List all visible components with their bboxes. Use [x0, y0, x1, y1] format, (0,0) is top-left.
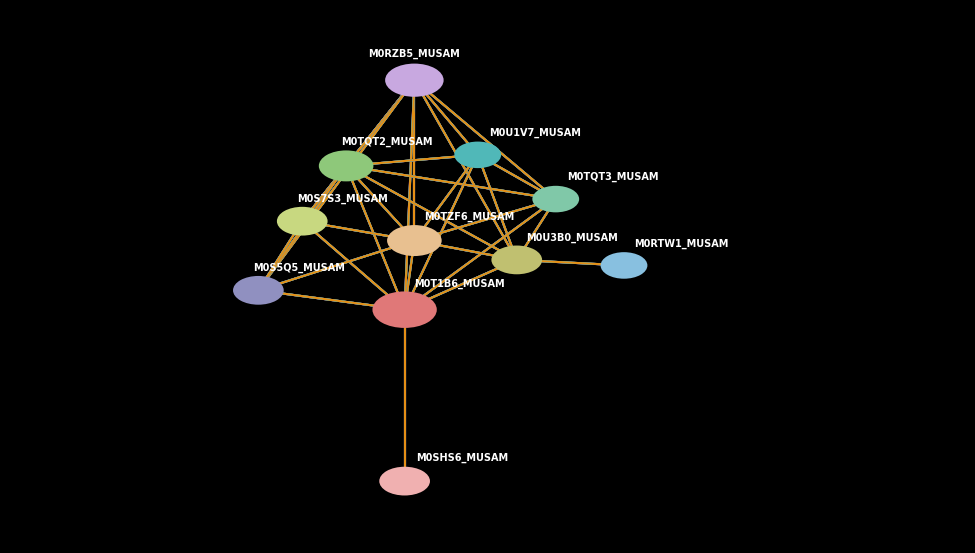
Text: M0TQT2_MUSAM: M0TQT2_MUSAM [341, 137, 433, 147]
Text: M0TZF6_MUSAM: M0TZF6_MUSAM [424, 212, 515, 222]
Circle shape [372, 291, 437, 328]
Circle shape [379, 467, 430, 495]
Circle shape [277, 207, 328, 236]
Circle shape [454, 142, 501, 168]
Text: M0RZB5_MUSAM: M0RZB5_MUSAM [369, 49, 460, 59]
Text: M0SHS6_MUSAM: M0SHS6_MUSAM [416, 453, 508, 463]
Circle shape [601, 252, 647, 279]
Circle shape [491, 246, 542, 274]
Text: M0TQT3_MUSAM: M0TQT3_MUSAM [567, 172, 659, 182]
Circle shape [385, 64, 444, 97]
Circle shape [319, 150, 373, 181]
Text: M0S5Q5_MUSAM: M0S5Q5_MUSAM [254, 262, 345, 273]
Circle shape [532, 186, 579, 212]
Circle shape [233, 276, 284, 305]
Text: M0U3B0_MUSAM: M0U3B0_MUSAM [526, 233, 618, 243]
Text: M0S7S3_MUSAM: M0S7S3_MUSAM [297, 193, 388, 204]
Text: M0U1V7_MUSAM: M0U1V7_MUSAM [489, 128, 581, 138]
Text: M0T1B6_MUSAM: M0T1B6_MUSAM [414, 278, 505, 289]
Circle shape [387, 225, 442, 256]
Text: M0RTW1_MUSAM: M0RTW1_MUSAM [634, 238, 728, 249]
